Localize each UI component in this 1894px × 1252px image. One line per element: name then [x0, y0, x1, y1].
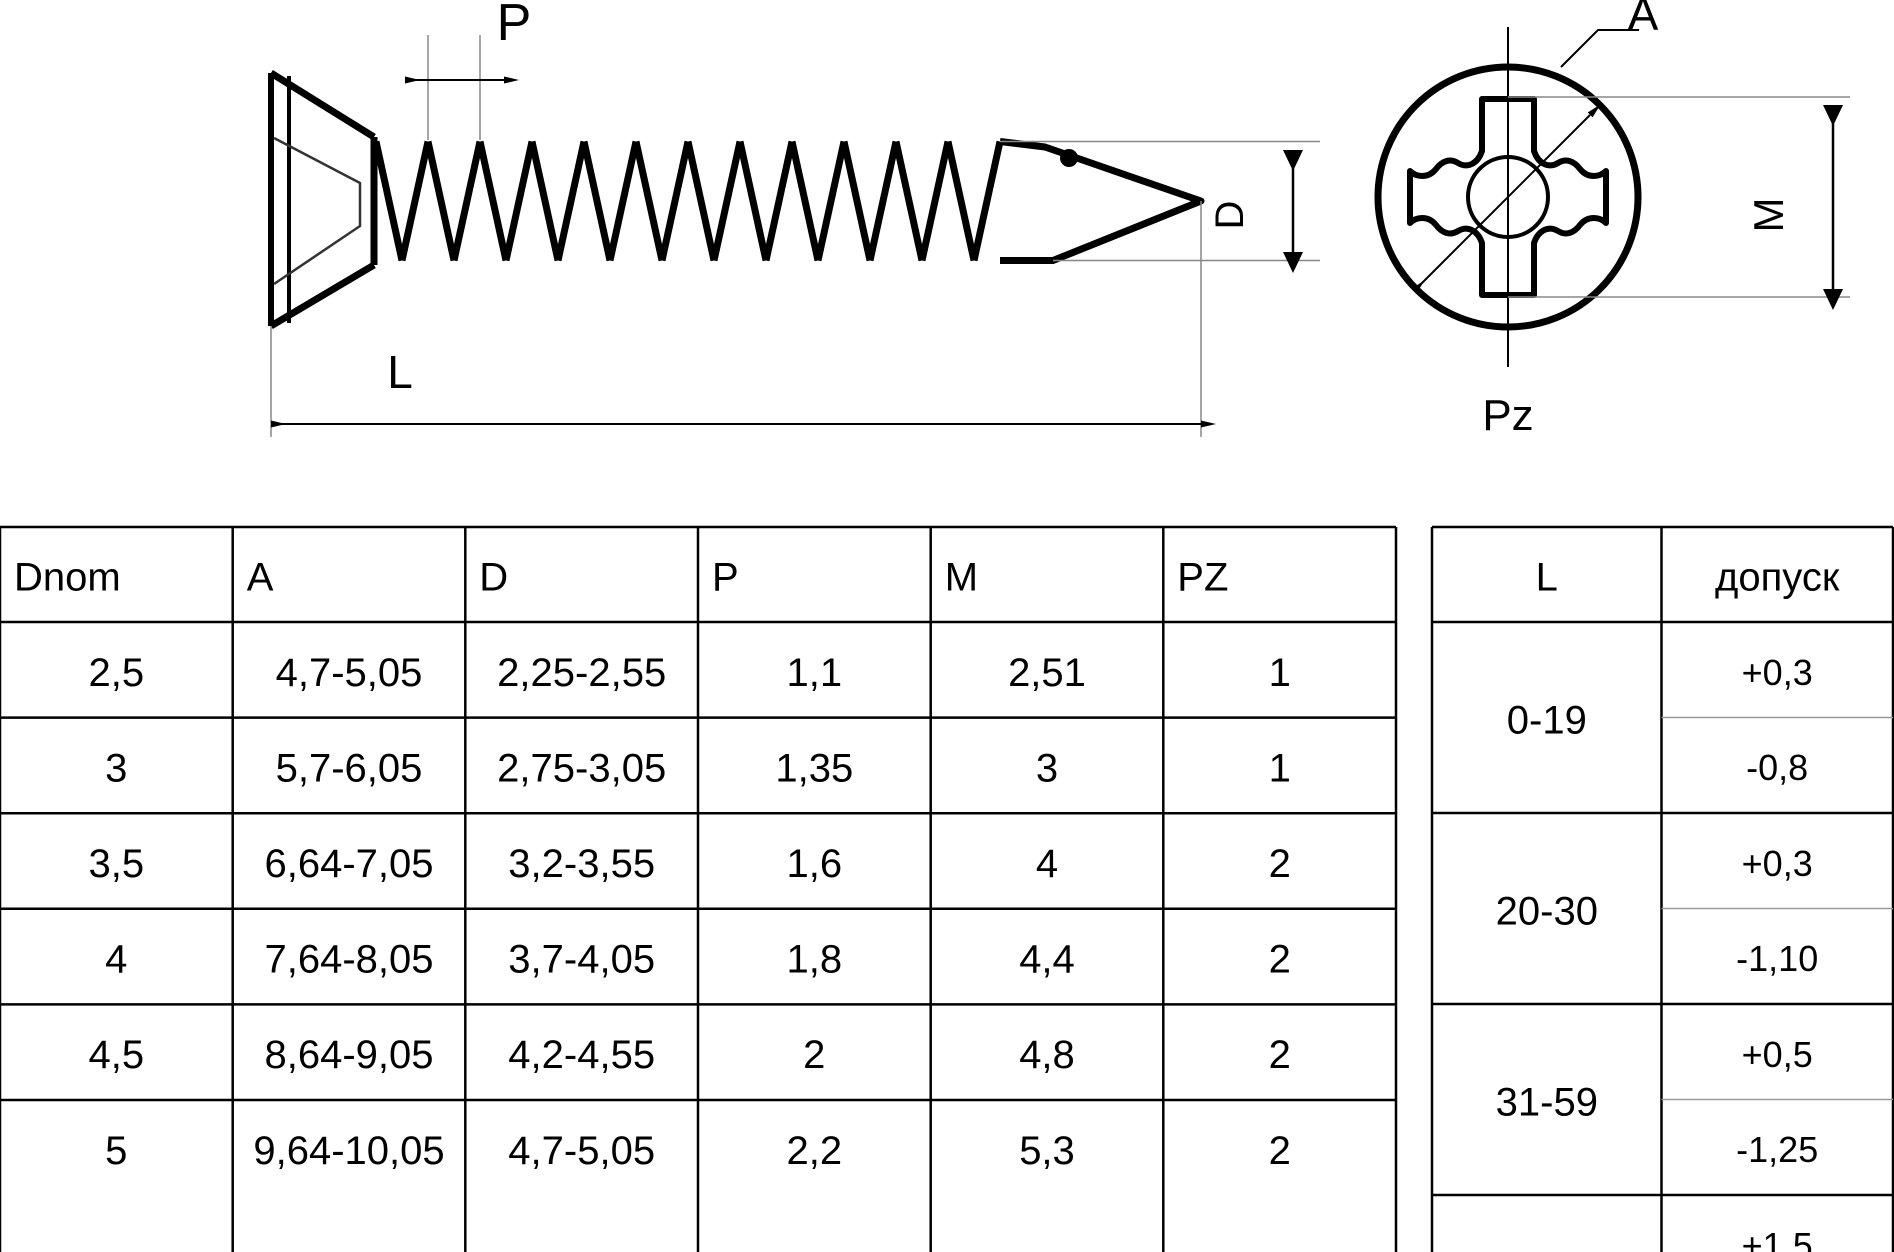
svg-text:2: 2: [1269, 938, 1291, 982]
svg-text:6,64-7,05: 6,64-7,05: [264, 842, 433, 886]
svg-text:-1,10: -1,10: [1736, 938, 1818, 979]
svg-text:3,7-4,05: 3,7-4,05: [508, 938, 655, 982]
svg-text:Pz: Pz: [1482, 391, 1533, 440]
svg-text:5,7-6,05: 5,7-6,05: [276, 746, 423, 790]
svg-text:P: P: [497, 0, 532, 52]
svg-text:20-30: 20-30: [1496, 890, 1598, 934]
svg-text:4,7-5,05: 4,7-5,05: [276, 651, 423, 695]
svg-text:9,64-10,05: 9,64-10,05: [253, 1129, 444, 1173]
svg-text:8,64-9,05: 8,64-9,05: [264, 1033, 433, 1077]
svg-text:3,5: 3,5: [88, 842, 144, 886]
svg-text:2,5: 2,5: [88, 651, 144, 695]
svg-text:4: 4: [1036, 842, 1058, 886]
svg-text:1: 1: [1269, 746, 1291, 790]
svg-text:1: 1: [1269, 651, 1291, 695]
svg-text:7,64-8,05: 7,64-8,05: [264, 938, 433, 982]
svg-text:1,8: 1,8: [786, 938, 842, 982]
svg-text:2: 2: [803, 1033, 825, 1077]
svg-text:31-59: 31-59: [1496, 1081, 1598, 1125]
svg-text:4,8: 4,8: [1019, 1033, 1075, 1077]
svg-text:2: 2: [1269, 1129, 1291, 1173]
svg-text:4,7-5,05: 4,7-5,05: [508, 1129, 655, 1173]
svg-text:+0,3: +0,3: [1742, 652, 1813, 693]
svg-text:4: 4: [105, 938, 127, 982]
svg-text:L: L: [387, 346, 413, 398]
svg-text:4,2-4,55: 4,2-4,55: [508, 1033, 655, 1077]
svg-text:допуск: допуск: [1715, 556, 1840, 600]
svg-text:0-19: 0-19: [1507, 699, 1587, 743]
svg-text:D: D: [1208, 201, 1252, 230]
svg-text:-0,8: -0,8: [1746, 747, 1808, 788]
svg-text:+1,5: +1,5: [1742, 1225, 1813, 1252]
svg-text:+0,3: +0,3: [1742, 843, 1813, 884]
svg-text:2: 2: [1269, 1033, 1291, 1077]
svg-text:Dnom: Dnom: [14, 556, 121, 600]
svg-text:2,51: 2,51: [1008, 651, 1086, 695]
svg-text:2,25-2,55: 2,25-2,55: [497, 651, 666, 695]
svg-text:A: A: [247, 556, 274, 600]
svg-text:PZ: PZ: [1177, 556, 1228, 600]
svg-text:5,3: 5,3: [1019, 1129, 1075, 1173]
svg-text:3: 3: [105, 746, 127, 790]
svg-text:A: A: [1628, 0, 1659, 40]
svg-text:D: D: [479, 556, 508, 600]
svg-text:3,2-3,55: 3,2-3,55: [508, 842, 655, 886]
svg-text:5: 5: [105, 1129, 127, 1173]
svg-text:M: M: [1745, 198, 1792, 233]
svg-text:+0,5: +0,5: [1742, 1034, 1813, 1075]
svg-text:L: L: [1536, 556, 1558, 600]
svg-text:4,4: 4,4: [1019, 938, 1075, 982]
svg-text:3: 3: [1036, 746, 1058, 790]
svg-text:M: M: [945, 556, 978, 600]
svg-text:-1,25: -1,25: [1736, 1129, 1818, 1170]
svg-text:1,1: 1,1: [786, 651, 842, 695]
svg-text:4,5: 4,5: [88, 1033, 144, 1077]
svg-text:P: P: [712, 556, 739, 600]
svg-text:2,75-3,05: 2,75-3,05: [497, 746, 666, 790]
svg-text:2,2: 2,2: [786, 1129, 842, 1173]
svg-text:1,35: 1,35: [775, 746, 853, 790]
svg-text:1,6: 1,6: [786, 842, 842, 886]
svg-text:2: 2: [1269, 842, 1291, 886]
